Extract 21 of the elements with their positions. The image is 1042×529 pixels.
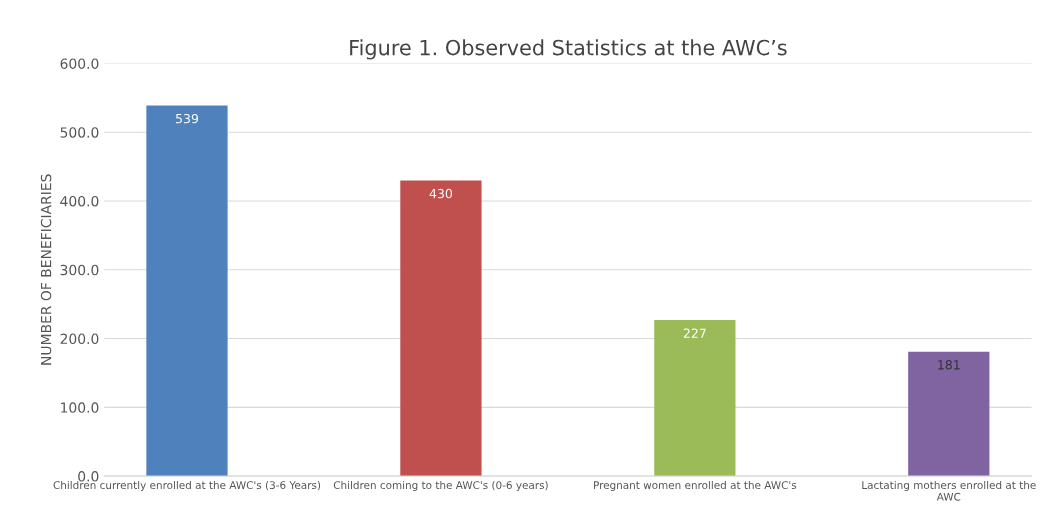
y-tick-label: 400.0 bbox=[60, 195, 99, 207]
bar bbox=[654, 319, 736, 477]
data-label: 430 bbox=[429, 188, 453, 199]
bar bbox=[908, 351, 990, 477]
x-tick-label: Pregnant women enrolled at the AWC's bbox=[594, 480, 797, 492]
x-tick-label: Children currently enrolled at the AWC's (3-6 Years) bbox=[53, 480, 321, 492]
data-label: 227 bbox=[683, 328, 706, 338]
bar bbox=[146, 105, 228, 477]
y-tick-label: 500.0 bbox=[60, 127, 99, 138]
data-label: 181 bbox=[938, 360, 960, 370]
x-tick-label: Lactating mothers enrolled at the AWC bbox=[862, 480, 1036, 501]
chart-title: Figure 1. Observed Statistics at the AWC’s bbox=[350, 39, 787, 60]
data-label: 539 bbox=[176, 113, 199, 124]
y-tick-label: 100.0 bbox=[61, 402, 99, 413]
y-tick-label: 200.0 bbox=[60, 333, 99, 345]
y-axis-title: NUMBER OF BENEFICIARIES bbox=[40, 174, 52, 365]
y-tick-label: 0.0 bbox=[78, 471, 99, 482]
bar bbox=[400, 180, 482, 477]
y-tick-label: 600.0 bbox=[60, 58, 99, 69]
y-tick-label: 300.0 bbox=[60, 264, 99, 276]
x-tick-label: Children coming to the AWC's (0-6 years) bbox=[333, 480, 548, 492]
